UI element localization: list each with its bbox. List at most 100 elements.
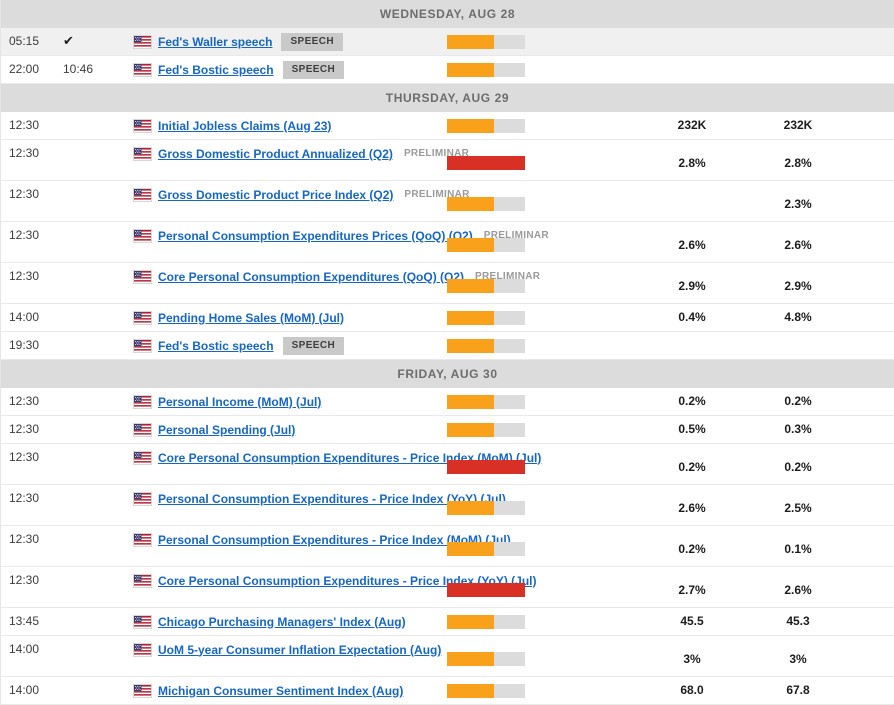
volatility-bar-fill xyxy=(447,542,494,556)
volatility-bar xyxy=(447,311,525,325)
event-row[interactable]: 12:30 xyxy=(1,222,894,263)
event-line: Personal Consumption Expenditures - Pric… xyxy=(133,526,511,553)
volatility-bar-fill xyxy=(447,652,494,666)
event-time: 05:15 xyxy=(9,34,40,48)
day-label: FRIDAY, AUG 30 xyxy=(397,367,498,381)
us-flag-icon xyxy=(133,146,152,161)
checkmark-icon: ✔ xyxy=(63,33,74,48)
event-row[interactable]: 12:30 xyxy=(1,112,894,140)
value-previous: 0.2% xyxy=(784,394,812,408)
event-link[interactable]: Chicago Purchasing Managers' Index (Aug) xyxy=(158,614,406,629)
event-row[interactable]: 12:30 xyxy=(1,526,894,567)
event-line: Personal Consumption Expenditures - Pric… xyxy=(133,485,506,512)
event-link[interactable]: Personal Consumption Expenditures - Pric… xyxy=(158,532,511,547)
event-row[interactable]: 14:00 xyxy=(1,677,894,705)
volatility-bar xyxy=(447,197,525,211)
event-row[interactable]: 14:00 xyxy=(1,636,894,677)
event-link[interactable]: Pending Home Sales (MoM) (Jul) xyxy=(158,310,345,325)
event-row[interactable]: 12:30 xyxy=(1,263,894,304)
value-consensus: 232K xyxy=(677,118,707,132)
event-row[interactable]: 19:30 xyxy=(1,332,894,360)
event-row[interactable]: 05:15 ✔ xyxy=(1,28,894,56)
event-time: 12:30 xyxy=(9,118,40,132)
event-row[interactable]: 22:00 10:46 xyxy=(1,56,894,84)
us-flag-icon xyxy=(133,338,152,353)
value-previous: 2.6% xyxy=(784,583,812,597)
value-consensus: 0.2% xyxy=(678,542,706,556)
volatility-bar-fill xyxy=(447,119,494,133)
event-time: 19:30 xyxy=(9,338,40,352)
value-previous: 45.3 xyxy=(786,614,810,628)
event-row[interactable]: 12:30 xyxy=(1,567,894,608)
value-previous: 0.2% xyxy=(784,460,812,474)
day-label: THURSDAY, AUG 29 xyxy=(385,91,510,105)
event-link[interactable]: Core Personal Consumption Expenditures -… xyxy=(158,450,542,465)
event-link[interactable]: Gross Domestic Product Annualized (Q2) xyxy=(158,146,393,161)
event-link[interactable]: Fed's Bostic speech xyxy=(158,62,274,77)
volatility-bar-fill xyxy=(447,197,494,211)
event-time: 12:30 xyxy=(9,228,40,242)
volatility-bar xyxy=(447,63,525,77)
event-row[interactable]: 13:45 xyxy=(1,608,894,636)
event-link[interactable]: Personal Spending (Jul) xyxy=(158,422,296,437)
volatility-bar-fill xyxy=(447,460,525,474)
value-consensus: 2.7% xyxy=(678,583,706,597)
event-row[interactable]: 12:30 xyxy=(1,181,894,222)
event-line: UoM 5-year Consumer Inflation Expectatio… xyxy=(133,636,442,663)
speech-badge: SPEECH xyxy=(282,336,345,355)
event-link[interactable]: UoM 5-year Consumer Inflation Expectatio… xyxy=(158,642,442,657)
event-link[interactable]: Fed's Waller speech xyxy=(158,34,273,49)
event-line: Gross Domestic Product Annualized (Q2) P… xyxy=(133,140,469,167)
event-link[interactable]: Personal Consumption Expenditures - Pric… xyxy=(158,491,506,506)
event-line: Initial Jobless Claims (Aug 23) xyxy=(133,112,332,139)
event-line: Chicago Purchasing Managers' Index (Aug) xyxy=(133,608,406,635)
volatility-bar xyxy=(447,501,525,515)
day-header: THURSDAY, AUG 29 xyxy=(1,84,894,112)
event-link[interactable]: Gross Domestic Product Price Index (Q2) xyxy=(158,187,394,202)
event-time: 12:30 xyxy=(9,269,40,283)
event-link[interactable]: Personal Income (MoM) (Jul) xyxy=(158,394,322,409)
value-consensus: 45.5 xyxy=(680,614,704,628)
event-line: Core Personal Consumption Expenditures (… xyxy=(133,263,540,290)
event-row[interactable]: 14:00 xyxy=(1,304,894,332)
value-consensus: 2.6% xyxy=(678,238,706,252)
us-flag-icon xyxy=(133,614,152,629)
event-time: 14:00 xyxy=(9,683,40,697)
value-previous: 2.5% xyxy=(784,501,812,515)
value-previous: 2.8% xyxy=(784,156,812,170)
value-consensus: 3% xyxy=(683,652,701,666)
volatility-bar xyxy=(447,460,525,474)
us-flag-icon xyxy=(133,228,152,243)
event-link[interactable]: Personal Consumption Expenditures Prices… xyxy=(158,228,473,243)
value-previous: 2.9% xyxy=(784,279,812,293)
event-row[interactable]: 12:30 xyxy=(1,416,894,444)
volatility-bar-fill xyxy=(447,583,525,597)
event-status: 10:46 xyxy=(63,62,94,76)
event-link[interactable]: Fed's Bostic speech xyxy=(158,338,274,353)
value-consensus: 2.8% xyxy=(678,156,706,170)
volatility-bar xyxy=(447,583,525,597)
volatility-bar xyxy=(447,423,525,437)
preliminary-note: PRELIMINAR xyxy=(404,189,470,200)
day-header: WEDNESDAY, AUG 28 xyxy=(1,0,894,28)
event-line: Personal Consumption Expenditures Prices… xyxy=(133,222,549,249)
event-line: Fed's Bostic speech SPEECH xyxy=(133,56,345,83)
event-row[interactable]: 12:30 xyxy=(1,140,894,181)
event-time: 22:00 xyxy=(9,62,40,76)
event-row[interactable]: 12:30 xyxy=(1,485,894,526)
volatility-bar xyxy=(447,119,525,133)
event-link[interactable]: Michigan Consumer Sentiment Index (Aug) xyxy=(158,683,404,698)
event-link[interactable]: Core Personal Consumption Expenditures (… xyxy=(158,269,465,284)
us-flag-icon xyxy=(133,642,152,657)
value-previous: 2.3% xyxy=(784,197,812,211)
event-line: Core Personal Consumption Expenditures -… xyxy=(133,444,542,471)
volatility-bar xyxy=(447,395,525,409)
value-previous: 0.3% xyxy=(784,422,812,436)
volatility-bar xyxy=(447,238,525,252)
event-link[interactable]: Core Personal Consumption Expenditures -… xyxy=(158,573,537,588)
event-row[interactable]: 12:30 xyxy=(1,388,894,416)
event-time: 13:45 xyxy=(9,614,40,628)
event-link[interactable]: Initial Jobless Claims (Aug 23) xyxy=(158,118,332,133)
event-row[interactable]: 12:30 xyxy=(1,444,894,485)
